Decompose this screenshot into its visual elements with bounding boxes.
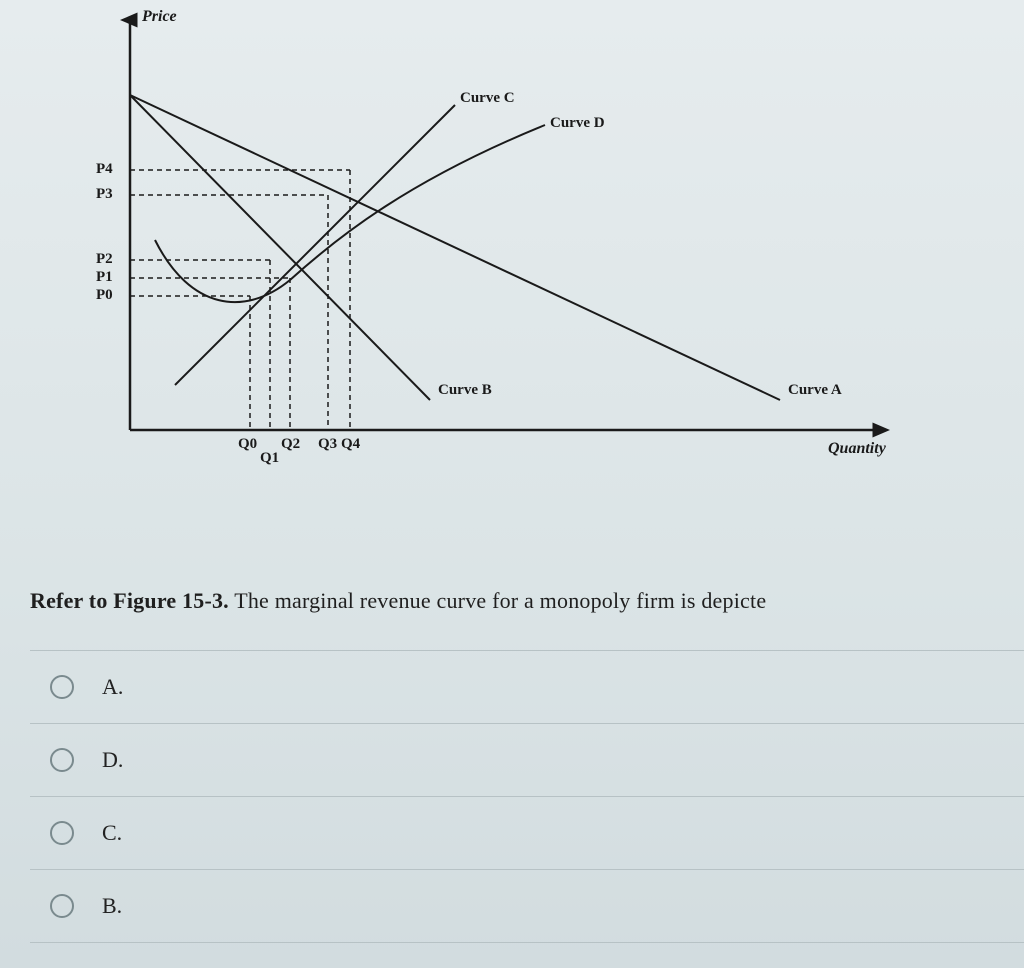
question-rest: The marginal revenue curve for a monopol… bbox=[229, 588, 766, 613]
curve-b-label: Curve B bbox=[438, 382, 492, 399]
options-list: A. D. C. B. bbox=[30, 650, 1024, 943]
option-label: B. bbox=[102, 893, 122, 919]
curve-a bbox=[130, 95, 780, 400]
radio-icon[interactable] bbox=[50, 675, 74, 699]
curve-d bbox=[155, 125, 545, 302]
ylabel-p4: P4 bbox=[96, 161, 113, 178]
xlabel-q2: Q2 bbox=[281, 436, 300, 453]
curve-d-label: Curve D bbox=[550, 115, 605, 132]
x-axis-label: Quantity bbox=[828, 440, 886, 458]
option-label: A. bbox=[102, 674, 123, 700]
option-b[interactable]: B. bbox=[30, 869, 1024, 943]
question-prefix: Refer to Figure 15-3. bbox=[30, 588, 229, 613]
radio-icon[interactable] bbox=[50, 748, 74, 772]
option-label: C. bbox=[102, 820, 122, 846]
curve-c-label: Curve C bbox=[460, 90, 515, 107]
option-a[interactable]: A. bbox=[30, 650, 1024, 723]
economics-chart: Price Quantity P4 P3 P2 P1 P0 Q0 Q1 Q2 Q… bbox=[60, 0, 960, 500]
curve-a-label: Curve A bbox=[788, 382, 842, 399]
y-axis-label: Price bbox=[142, 8, 177, 26]
xlabel-q0: Q0 bbox=[238, 436, 257, 453]
xlabel-q3: Q3 bbox=[318, 436, 337, 453]
option-d[interactable]: D. bbox=[30, 723, 1024, 796]
option-c[interactable]: C. bbox=[30, 796, 1024, 869]
radio-icon[interactable] bbox=[50, 894, 74, 918]
curve-c bbox=[175, 105, 455, 385]
ylabel-p2: P2 bbox=[96, 251, 113, 268]
ylabel-p1: P1 bbox=[96, 269, 113, 286]
curve-b bbox=[130, 95, 430, 400]
radio-icon[interactable] bbox=[50, 821, 74, 845]
page: Price Quantity P4 P3 P2 P1 P0 Q0 Q1 Q2 Q… bbox=[0, 0, 1024, 968]
xlabel-q4: Q4 bbox=[341, 436, 360, 453]
question-text: Refer to Figure 15-3. The marginal reven… bbox=[30, 588, 1024, 614]
ylabel-p3: P3 bbox=[96, 186, 113, 203]
ylabel-p0: P0 bbox=[96, 287, 113, 304]
xlabel-q1: Q1 bbox=[260, 450, 279, 467]
option-label: D. bbox=[102, 747, 123, 773]
chart-svg bbox=[60, 0, 960, 500]
